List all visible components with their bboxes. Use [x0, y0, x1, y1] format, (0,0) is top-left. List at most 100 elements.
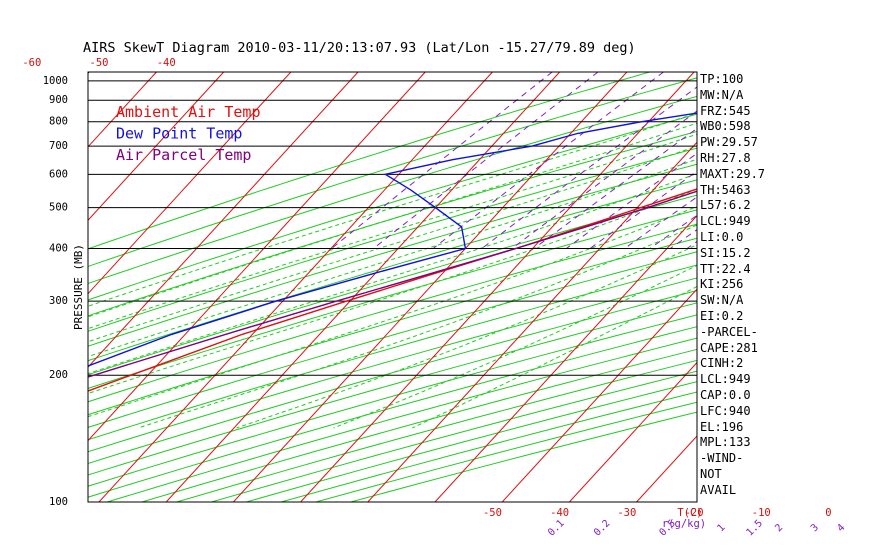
y-axis-label: PRESSURE (MB): [72, 244, 85, 330]
index-item: WB0:598: [700, 119, 751, 134]
dry-adiabat: [88, 179, 697, 362]
mixing-ratio-line: [533, 127, 697, 249]
mixing-ratio-line: [511, 110, 697, 249]
ambient-air-templine: [88, 188, 697, 392]
isotherm: [300, 72, 695, 502]
index-item: CAP:0.0: [700, 387, 751, 402]
dry-adiabat: [88, 251, 697, 428]
top-temp-tick-label: -40: [157, 57, 176, 69]
isotherm: [233, 72, 628, 502]
mixing-ratio-line: [624, 196, 697, 249]
isotherm: [434, 214, 697, 502]
index-item: MAXT:29.7: [700, 166, 766, 181]
plot-frame: [87, 71, 698, 503]
index-item: MPL:133: [700, 435, 751, 450]
pressure-tick-label: 200: [49, 369, 68, 381]
dry-adiabat: [88, 77, 697, 268]
legend-entry: Dew Point Temp: [116, 125, 242, 143]
dry-adiabat: [88, 95, 697, 285]
index-item: MW:N/A: [700, 87, 744, 102]
dry-adiabat: [88, 277, 697, 453]
isotherm: [367, 141, 697, 502]
mixing-ratio-label: 1: [715, 522, 727, 534]
dry-adiabat: [88, 237, 697, 416]
dew-point-templine: [88, 112, 697, 367]
dry-adiabat: [88, 72, 650, 250]
isotherm: [0, 72, 22, 502]
legend-entry: Ambient Air Temp: [116, 103, 261, 121]
dry-adiabat: [88, 314, 697, 487]
mixing-ratio-label: 3: [809, 522, 821, 534]
index-item: LCL:949: [700, 372, 751, 387]
index-item: CAPE:281: [700, 340, 758, 355]
pressure-tick-label: 400: [49, 242, 68, 254]
chart-title: AIRS SkewT Diagram 2010-03-11/20:13:07.9…: [83, 40, 636, 56]
index-item: -WIND-: [700, 451, 744, 466]
bottom-temp-tick-label: -10: [752, 507, 771, 519]
dry-adiabat: [88, 194, 697, 376]
mixing-ratio-unit-label: r(g/kg): [662, 518, 706, 530]
isotherm: [501, 288, 697, 502]
mixing-ratio-label: 2: [773, 522, 785, 534]
mixing-ratio-line: [373, 72, 599, 249]
isotherm: [165, 72, 561, 502]
pressure-tick-label: 300: [49, 295, 68, 307]
isotherm: [88, 72, 225, 221]
bottom-temp-tick-label: -40: [550, 507, 569, 519]
bottom-temp-tick-label: -50: [483, 507, 502, 519]
index-item: RH:27.8: [700, 150, 751, 165]
mixing-ratio-label: 4: [835, 522, 847, 534]
mixing-ratio-line: [481, 86, 697, 249]
dry-adiabat: [88, 147, 697, 332]
dry-adiabat: [88, 209, 697, 389]
dry-adiabat: [88, 130, 697, 317]
index-item: SI:15.2: [700, 245, 751, 260]
pressure-tick-label: 100: [49, 496, 68, 508]
index-item: SW:N/A: [700, 293, 744, 308]
bottom-temp-tick-label: -30: [617, 507, 636, 519]
dry-adiabat: [88, 302, 697, 476]
index-item: LCL:949: [700, 214, 751, 229]
index-item: LFC:940: [700, 403, 751, 418]
isotherm: [88, 72, 292, 295]
top-temp-tick-label: -50: [90, 57, 109, 69]
index-item: KI:256: [700, 277, 744, 292]
legend-entry: Air Parcel Temp: [116, 146, 251, 164]
index-item: FRZ:545: [700, 103, 751, 118]
isotherm: [569, 361, 697, 502]
dry-adiabat: [88, 264, 697, 441]
pressure-tick-label: 500: [49, 202, 68, 214]
pressure-tick-label: 900: [49, 94, 68, 106]
top-temp-tick-label: -60: [22, 57, 41, 69]
isotherm: [98, 72, 493, 502]
bottom-temp-tick-label: 0: [825, 507, 831, 519]
index-item: NOT: [700, 466, 722, 481]
dry-adiabat: [88, 290, 697, 465]
index-item: PW:29.57: [700, 135, 758, 150]
index-item: EL:196: [700, 419, 744, 434]
index-item: LI:0.0: [700, 229, 744, 244]
x-axis-label: T(C): [677, 507, 702, 519]
index-item: TP:100: [700, 72, 744, 86]
pressure-tick-label: 1000: [43, 75, 68, 87]
pressure-tick-label: 600: [49, 168, 68, 180]
isotherm: [88, 72, 426, 442]
index-item: EI:0.2: [700, 308, 744, 323]
pressure-tick-label: 800: [49, 116, 68, 128]
mixing-ratio-label: 0.1: [546, 518, 567, 539]
index-item: CINH:2: [700, 356, 744, 371]
mixing-ratio-label: 0.2: [592, 518, 613, 539]
index-item: TH:5463: [700, 182, 751, 197]
isotherm: [88, 72, 359, 368]
index-item: AVAIL: [700, 482, 737, 497]
bottom-temp-tick-label: -20: [685, 507, 704, 519]
mixing-ratio-line: [331, 72, 553, 249]
index-item: TT:22.4: [700, 261, 751, 276]
stability-indices-panel: TP:100 MW:N/A FRZ:545 WB0:598 PW:29.57 RH:27.…: [700, 72, 870, 499]
mixing-ratio-label: 1.5: [744, 518, 765, 539]
index-item: L57:6.2: [700, 198, 751, 213]
dry-adiabat: [88, 326, 697, 498]
mixing-ratio-line: [432, 72, 664, 249]
pressure-tick-label: 700: [49, 140, 68, 152]
